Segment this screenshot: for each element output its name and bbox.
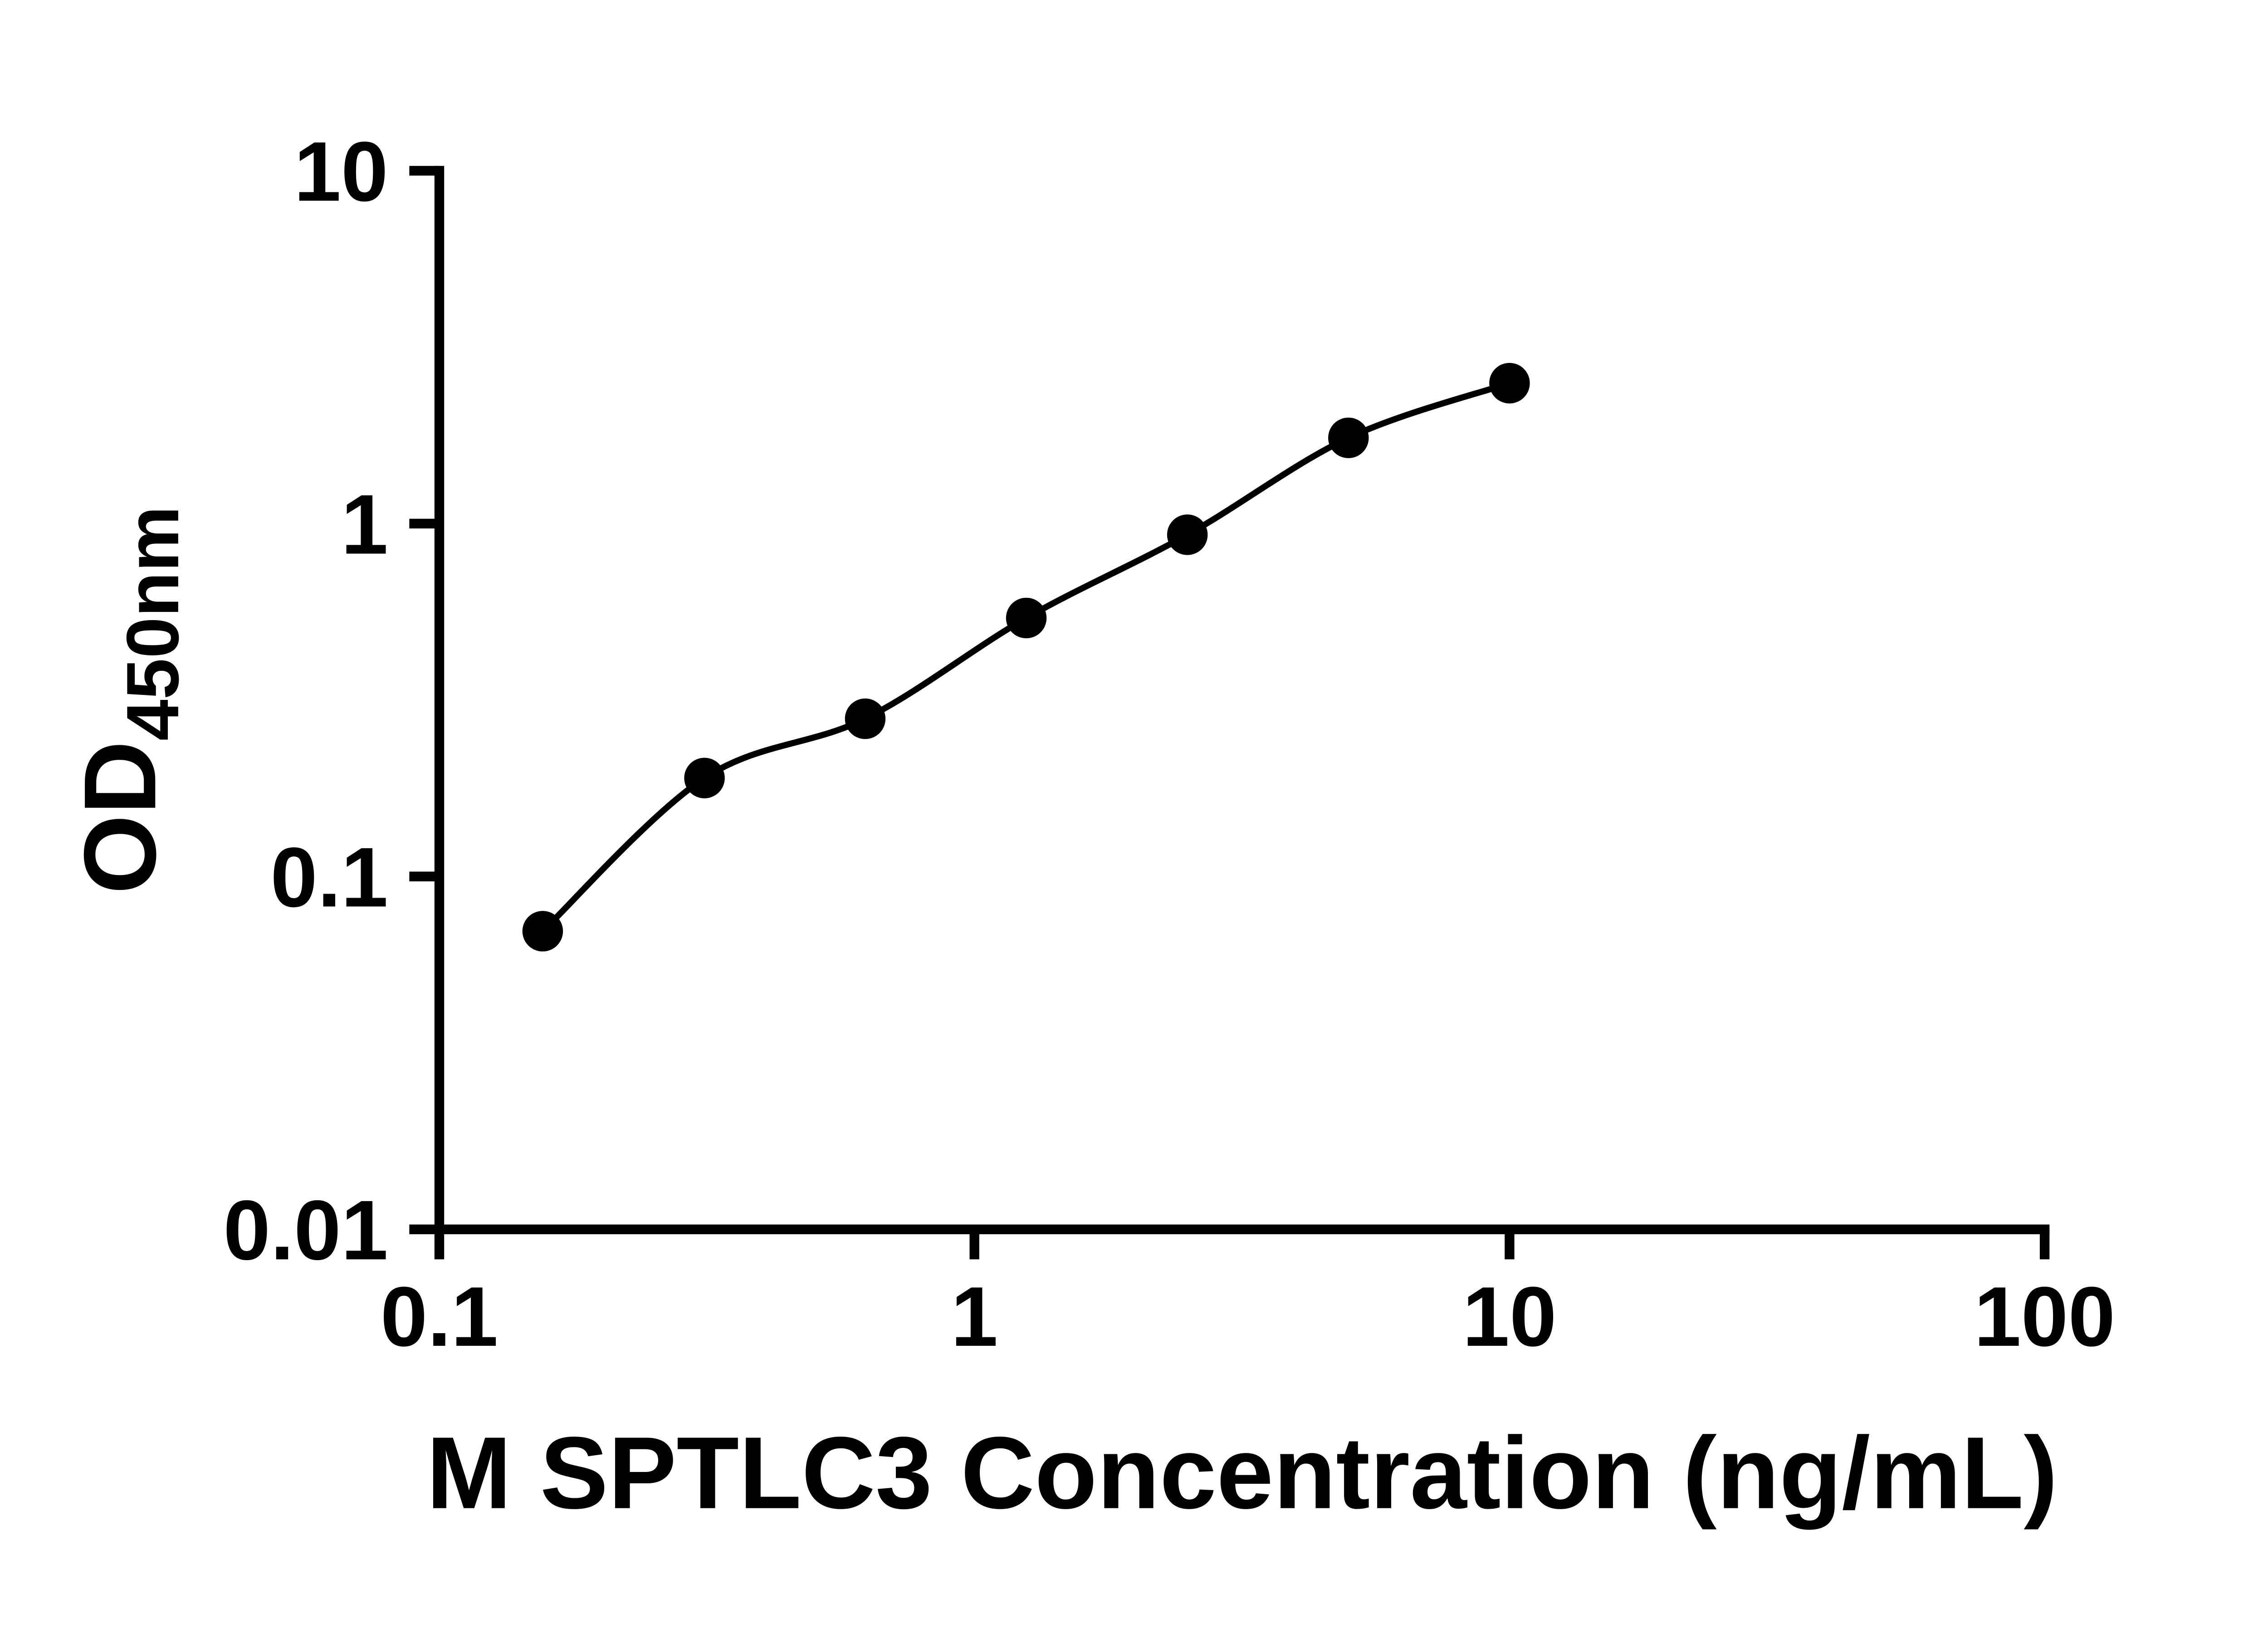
x-tick-label: 100 bbox=[1974, 1269, 2115, 1364]
y-tick-label: 0.1 bbox=[270, 830, 388, 924]
data-point bbox=[1328, 417, 1369, 459]
data-point bbox=[845, 698, 886, 739]
data-point bbox=[1167, 514, 1208, 555]
y-tick-label: 0.01 bbox=[223, 1183, 388, 1277]
data-point bbox=[1489, 363, 1530, 404]
y-tick-label: 10 bbox=[294, 124, 388, 219]
x-tick-label: 10 bbox=[1462, 1269, 1557, 1364]
fit-curve bbox=[540, 380, 1511, 934]
y-tick-label: 1 bbox=[341, 477, 388, 572]
data-point bbox=[1006, 597, 1047, 639]
y-axis-title-main: OD bbox=[63, 741, 177, 894]
data-point bbox=[522, 911, 563, 952]
y-axis-title-sub: 450nm bbox=[111, 506, 194, 741]
y-axis-title: OD450nm bbox=[63, 506, 194, 894]
x-tick-label: 1 bbox=[951, 1269, 998, 1364]
x-axis-title: M SPTLC3 Concentration (ng/mL) bbox=[426, 1416, 2058, 1530]
data-point bbox=[684, 758, 725, 798]
x-tick-label: 0.1 bbox=[381, 1269, 499, 1364]
